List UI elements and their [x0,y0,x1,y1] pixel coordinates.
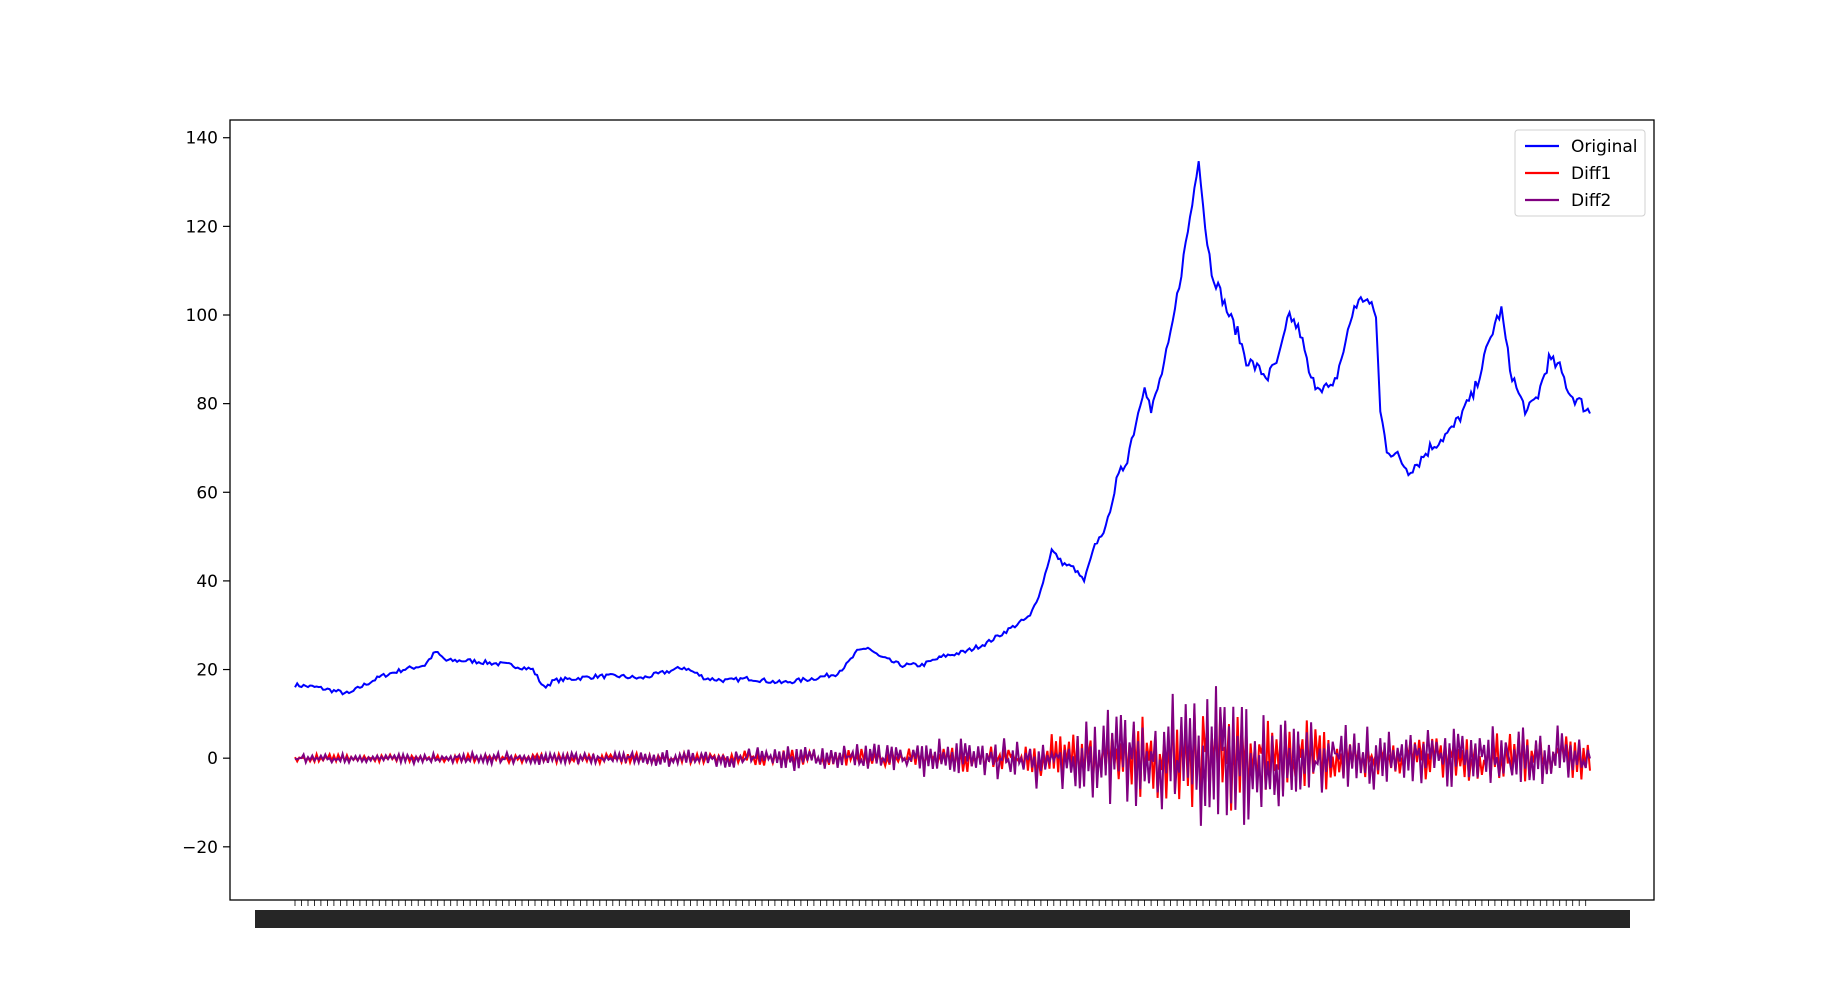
series-layer [294,161,1591,826]
y-tick-label: 140 [186,129,218,149]
y-axis: −20 0 20 40 60 80 100 120 140 [182,129,230,858]
y-tick-label: 100 [186,306,218,326]
legend-label: Diff1 [1571,164,1611,184]
y-tick-label: 60 [196,483,218,503]
y-tick-label: −20 [182,838,218,858]
y-tick-label: 0 [207,749,218,769]
y-tick-label: 20 [196,661,218,681]
x-tick-marks [294,900,1587,906]
series-line-original [294,161,1591,696]
plot-frame [229,119,1655,901]
legend: Original Diff1 Diff2 [1514,129,1646,217]
y-tick-label: 40 [196,572,218,592]
legend-box [1514,129,1646,217]
y-tick-label: 120 [186,217,218,237]
y-tick-label: 80 [196,395,218,415]
legend-label: Diff2 [1571,191,1611,211]
series-line-diff2 [294,686,1591,826]
x-tick-labels-overlap [255,910,1630,928]
legend-label: Original [1571,137,1638,157]
x-axis [255,900,1630,928]
